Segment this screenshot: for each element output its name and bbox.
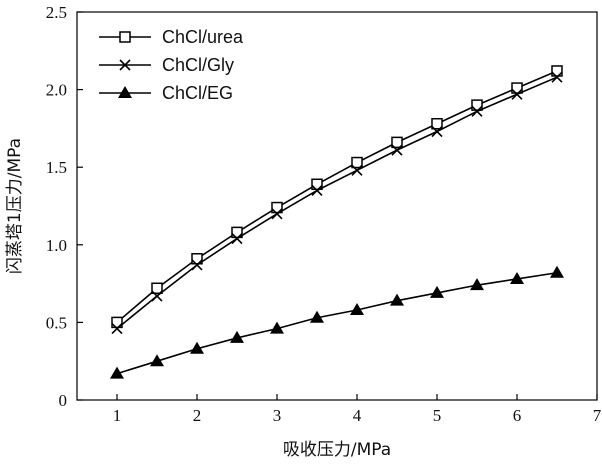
x-tick-label: 2 [193,406,202,425]
data-point [191,253,203,265]
series-0 [111,65,563,329]
data-point [310,310,324,323]
y-axis-title: 闪蒸塔1压力/MPa [5,138,25,274]
data-point [271,201,283,214]
data-point [191,259,203,271]
data-point [431,117,443,130]
data-point [111,323,123,335]
legend-marker [119,59,131,71]
y-tick-label: 0 [59,391,68,410]
x-tick-label: 3 [273,406,282,425]
data-point [271,208,283,220]
data-point [351,164,363,176]
data-point [550,265,564,278]
y-tick-label: 1.5 [46,158,67,177]
x-tick-label: 1 [113,406,122,425]
x-tick-label: 4 [353,406,362,425]
data-point [230,330,244,343]
data-point [231,226,243,239]
data-point [311,178,323,191]
data-point [350,302,364,315]
y-tick-label: 1.0 [46,236,67,255]
data-point [111,316,123,329]
data-point [551,71,563,83]
plot-frame [76,11,598,401]
y-tick-label: 2.0 [46,81,67,100]
series-1 [111,71,563,335]
legend-label: ChCl/urea [162,27,244,47]
series-2 [110,265,564,379]
data-point [151,290,163,302]
x-tick-label: 5 [433,406,442,425]
data-point [231,233,243,245]
data-point [150,354,164,367]
y-tick-label: 2.5 [46,3,67,22]
data-point [110,366,124,379]
data-point [551,65,563,77]
legend-label: ChCl/EG [162,83,233,103]
axis-ticks: 1 2 3 4 5 6 7 0 0.5 1.0 1.5 2.0 2.5 [46,3,602,425]
x-axis-title: 吸收压力/MPa [283,440,391,460]
series-line [116,76,558,330]
data-point [431,125,443,138]
series-line [116,271,558,375]
data-point [391,144,403,156]
legend: ChCl/urea ChCl/Gly ChCl/EG [99,27,244,103]
data-point [390,293,404,306]
data-point [311,184,323,197]
data-point [270,321,284,334]
data-point [511,88,523,100]
data-point [391,136,403,149]
legend-item: ChCl/Gly [99,55,234,75]
data-point [351,156,363,169]
data-point [471,99,483,111]
legend-item: ChCl/EG [99,83,233,103]
x-tick-label: 7 [593,406,602,425]
data-point [430,285,444,298]
series-line [116,70,558,324]
y-tick-label: 0.5 [46,313,67,332]
x-tick-label: 6 [513,406,522,425]
data-point [471,105,483,117]
data-point [511,82,523,94]
data-point [151,282,163,295]
series-group [110,65,564,379]
data-point [510,271,524,284]
data-point [470,278,484,291]
data-point [190,341,204,354]
legend-item: ChCl/urea [99,27,244,47]
legend-marker [119,31,131,43]
legend-label: ChCl/Gly [162,55,234,75]
legend-marker [118,86,132,98]
